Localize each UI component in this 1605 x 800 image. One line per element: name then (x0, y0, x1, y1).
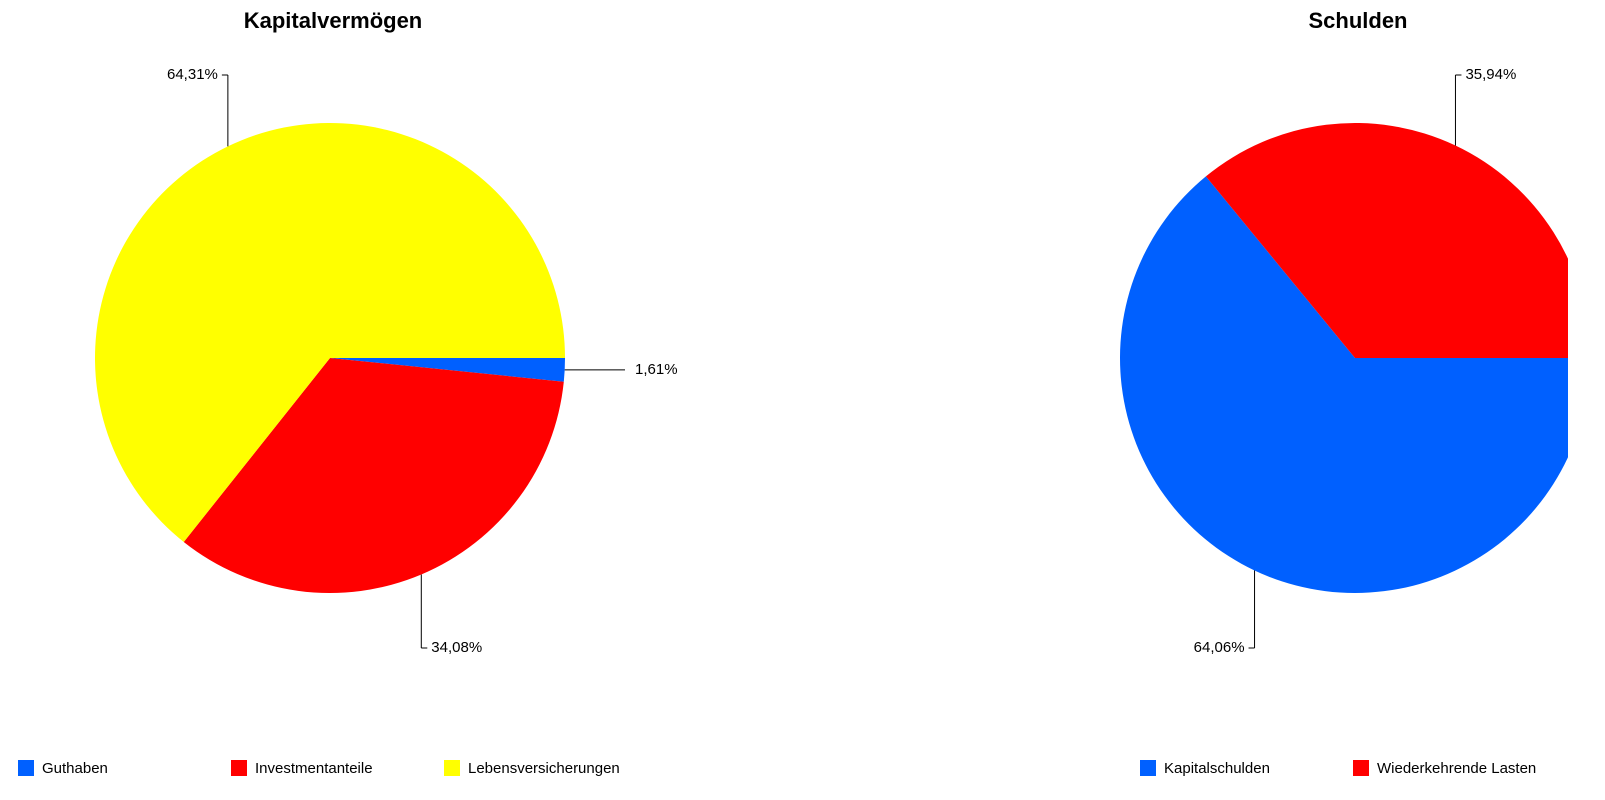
legend-label: Investmentanteile (255, 760, 373, 777)
data-label: 64,06% (1194, 639, 1245, 656)
pie-slice (1120, 176, 1568, 593)
legend-label: Kapitalschulden (1164, 760, 1270, 777)
legend-swatch (1140, 760, 1156, 776)
legend-label: Lebensversicherungen (468, 760, 620, 777)
pie-slice (94, 122, 565, 542)
legend-swatch (444, 760, 460, 776)
legend-label: Guthaben (42, 760, 108, 777)
chart-title: Schulden (1308, 8, 1407, 33)
chart-title: Kapitalvermögen (244, 8, 423, 33)
data-label: 64,31% (167, 66, 218, 83)
data-label: 1,61% (635, 361, 678, 378)
pie-slice (330, 358, 565, 382)
data-label: 34,08% (431, 639, 482, 656)
pie-slice (183, 358, 564, 593)
legend-swatch (1353, 760, 1369, 776)
legend-label: Wiederkehrende Lasten (1377, 760, 1536, 777)
legend-swatch (18, 760, 34, 776)
legend-swatch (231, 760, 247, 776)
pie-slice (1205, 123, 1568, 358)
data-label: 35,94% (1465, 66, 1516, 83)
charts: Kapitalvermögen 1,61% Guthaben 34,08% Invest… (18, 8, 1568, 777)
